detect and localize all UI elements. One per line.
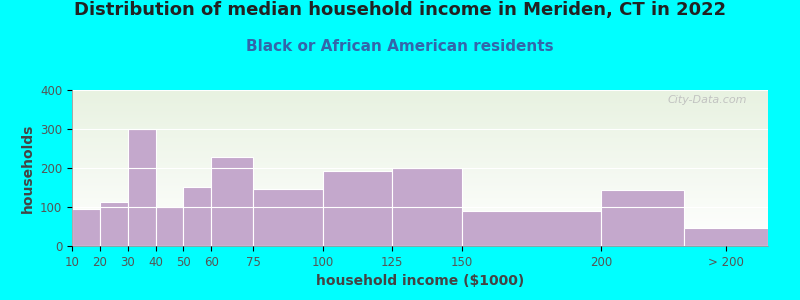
Bar [392, 168, 462, 246]
Text: Black or African American residents: Black or African American residents [246, 39, 554, 54]
Bar [72, 209, 100, 246]
Y-axis label: households: households [21, 123, 34, 213]
Text: Distribution of median household income in Meriden, CT in 2022: Distribution of median household income … [74, 2, 726, 20]
Bar [685, 229, 768, 246]
Bar [601, 190, 685, 246]
Bar [183, 187, 211, 246]
Bar [211, 157, 253, 246]
X-axis label: household income ($1000): household income ($1000) [316, 274, 524, 288]
Bar [462, 211, 601, 246]
Bar [322, 171, 392, 246]
Bar [253, 190, 322, 246]
Bar [155, 207, 183, 246]
Bar [128, 129, 155, 246]
Text: City-Data.com: City-Data.com [668, 95, 747, 105]
Bar [100, 202, 128, 246]
